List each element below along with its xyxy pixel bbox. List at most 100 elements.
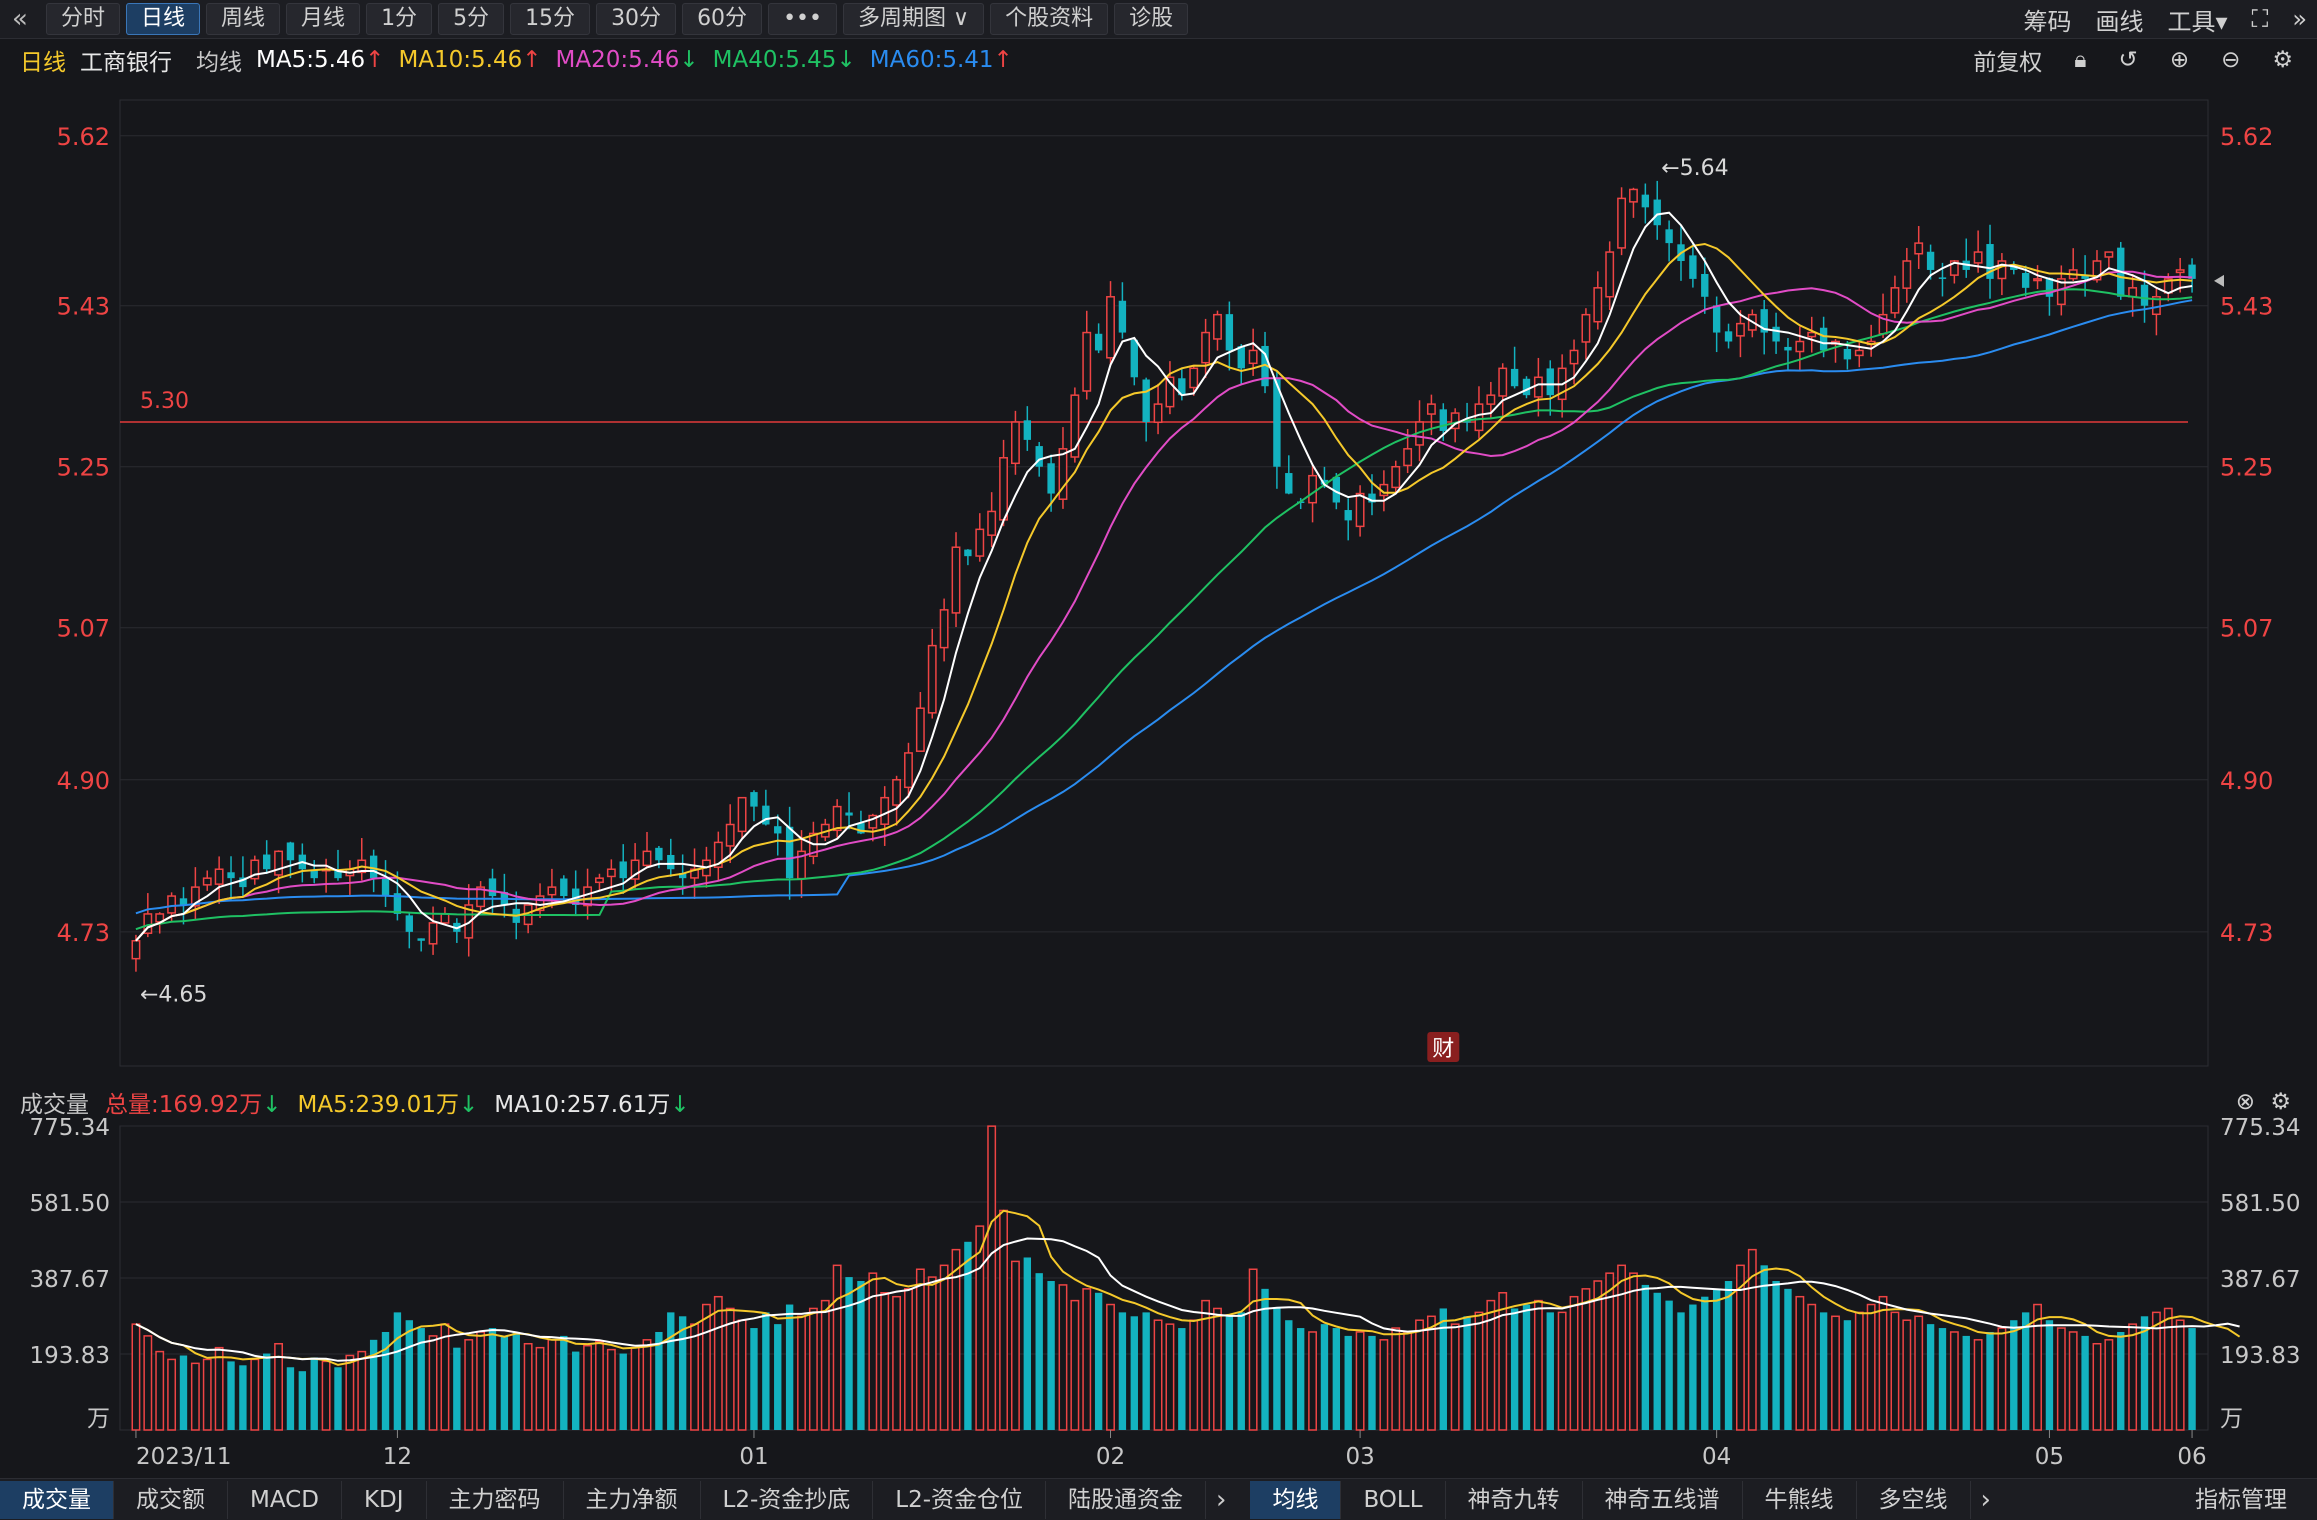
candle-body-down xyxy=(678,873,687,879)
overlay-tab-5[interactable]: 多空线 xyxy=(1857,1480,1971,1519)
candle-body-down xyxy=(227,872,235,879)
volume-bar-up xyxy=(464,1339,474,1431)
fuquan-button[interactable]: 前复权 xyxy=(1973,50,2043,76)
indicator-tab-5[interactable]: 主力净额 xyxy=(564,1480,701,1519)
candle-body-down xyxy=(179,898,188,905)
period-button-8[interactable]: 60分 xyxy=(682,3,763,35)
draw-line-button[interactable]: 画线 xyxy=(2095,7,2144,36)
candle-body-down xyxy=(750,792,758,807)
candle-body-up xyxy=(832,805,842,832)
undo-icon[interactable]: ↺ xyxy=(2118,47,2138,73)
volume-bars xyxy=(131,1125,2196,1431)
candle-body-up xyxy=(250,859,260,880)
candle-body-down xyxy=(785,826,794,879)
candle-body-up xyxy=(1486,394,1496,405)
candle-body-up xyxy=(190,886,200,907)
indicator-tab-3[interactable]: KDJ xyxy=(342,1480,427,1519)
volume-bar-up xyxy=(951,1248,961,1431)
double-chevron-left-icon[interactable]: « xyxy=(12,4,28,34)
volume-bar-down xyxy=(1689,1304,1697,1430)
close-icon[interactable]: ⊗ xyxy=(2235,1089,2255,1115)
volume-bar-down xyxy=(572,1351,580,1430)
period-button-6[interactable]: 15分 xyxy=(510,3,591,35)
candle-body-up xyxy=(1735,322,1745,337)
volume-bar-down xyxy=(393,1312,402,1430)
gear-icon[interactable]: ⚙ xyxy=(2270,1089,2291,1115)
volume-bar-up xyxy=(1831,1315,1840,1431)
zoom-in-icon[interactable]: ⊕ xyxy=(2169,47,2190,73)
volume-bar-up xyxy=(820,1299,830,1431)
period-button-11[interactable]: 个股资料 xyxy=(990,3,1109,35)
period-button-4[interactable]: 1分 xyxy=(366,3,433,35)
volume-bar-up xyxy=(1355,1331,1365,1431)
period-button-0[interactable]: 分时 xyxy=(46,3,121,35)
volume-bar-up xyxy=(713,1295,723,1431)
candle-body-down xyxy=(964,549,972,557)
ma-label[interactable]: 均线 xyxy=(196,50,242,76)
volume-bar-down xyxy=(405,1320,413,1430)
double-chevron-right-icon[interactable]: » xyxy=(2292,5,2307,33)
indicator-tab-4[interactable]: 主力密码 xyxy=(427,1480,564,1519)
period-button-9[interactable]: ••• xyxy=(768,3,837,35)
candle-body-down xyxy=(774,826,782,834)
indicator-tab-7[interactable]: L2-资金仓位 xyxy=(873,1480,1047,1519)
kline-chart[interactable]: 5.62 5.62 5.43 5.43 5.25 5.25 5.07 5.07 4.90 4.90… xyxy=(0,0,2317,1476)
period-button-5[interactable]: 5分 xyxy=(438,3,505,35)
fullscreen-icon[interactable]: ⛶ xyxy=(2251,5,2269,33)
candle-body-up xyxy=(1189,367,1199,389)
candle-body-up xyxy=(167,895,177,914)
overlay-tab-4[interactable]: 牛熊线 xyxy=(1743,1480,1857,1519)
chevron-right-icon[interactable]: › xyxy=(1216,1484,1227,1515)
indicator-tab-0[interactable]: 成交量 xyxy=(0,1480,114,1519)
volume-bar-up xyxy=(131,1323,141,1431)
volume-bar-up xyxy=(1403,1331,1413,1431)
period-button-12[interactable]: 诊股 xyxy=(1114,3,1189,35)
volume-bar-down xyxy=(1712,1288,1721,1430)
chip-button[interactable]: 筹码 xyxy=(2023,7,2072,36)
candle-body-up xyxy=(927,644,937,714)
overlay-tab-2[interactable]: 神奇九转 xyxy=(1446,1480,1583,1519)
volume-bar-down xyxy=(667,1312,675,1430)
tools-menu-button[interactable]: 工具▾ xyxy=(2167,7,2228,36)
stock-name[interactable]: 工商银行 xyxy=(80,50,172,76)
gear-icon[interactable]: ⚙ xyxy=(2272,47,2293,73)
indicator-tab-2[interactable]: MACD xyxy=(228,1480,342,1519)
volume-total: 总量:169.92万↓ xyxy=(105,1092,282,1118)
volume-bar-down xyxy=(1285,1320,1293,1430)
candle-body-up xyxy=(987,510,997,536)
volume-bar-up xyxy=(868,1272,878,1431)
x-axis-label: 04 xyxy=(1702,1444,1731,1470)
candle-body-down xyxy=(619,861,627,879)
volume-bar-up xyxy=(428,1335,438,1431)
overlay-tab-3[interactable]: 神奇五线谱 xyxy=(1583,1480,1743,1519)
candle-body-up xyxy=(2175,269,2185,274)
volume-bar-up xyxy=(440,1323,450,1431)
volume-bar-down xyxy=(1772,1281,1780,1430)
candle-body-up xyxy=(1533,376,1543,398)
candle-body-down xyxy=(857,823,865,834)
indicator-tab-1[interactable]: 成交额 xyxy=(114,1480,228,1519)
indicator-tab-6[interactable]: L2-资金抄底 xyxy=(701,1480,874,1519)
indicator-manage-button[interactable]: 指标管理 xyxy=(2195,1486,2287,1513)
indicator-tab-8[interactable]: 陆股通资金 xyxy=(1046,1480,1207,1519)
overlay-tab-0[interactable]: 均线 xyxy=(1250,1480,1342,1519)
candle-body-up xyxy=(951,546,961,614)
candle-body-down xyxy=(2010,265,2018,270)
lock-icon[interactable]: 🔒︎ xyxy=(2074,47,2087,73)
chevron-right-icon[interactable]: › xyxy=(1980,1484,1991,1515)
period-button-7[interactable]: 30分 xyxy=(596,3,677,35)
overlay-tab-1[interactable]: BOLL xyxy=(1341,1480,1446,1519)
period-button-3[interactable]: 月线 xyxy=(286,3,361,35)
zoom-out-icon[interactable]: ⊖ xyxy=(2221,47,2241,73)
period-button-1[interactable]: 日线 xyxy=(126,3,201,35)
candle-body-up xyxy=(1949,260,1959,276)
period-button-2[interactable]: 周线 xyxy=(206,3,281,35)
candle-body-down xyxy=(286,842,295,861)
volume-bar-down xyxy=(1724,1281,1733,1430)
period-button-10[interactable]: 多周期图 ∨ xyxy=(843,3,985,35)
volume-bar-up xyxy=(143,1335,153,1431)
volume-bar-down xyxy=(762,1312,770,1430)
volume-bar-up xyxy=(1415,1319,1424,1431)
candle-body-up xyxy=(1854,349,1864,357)
volume-bar-up xyxy=(523,1342,533,1431)
